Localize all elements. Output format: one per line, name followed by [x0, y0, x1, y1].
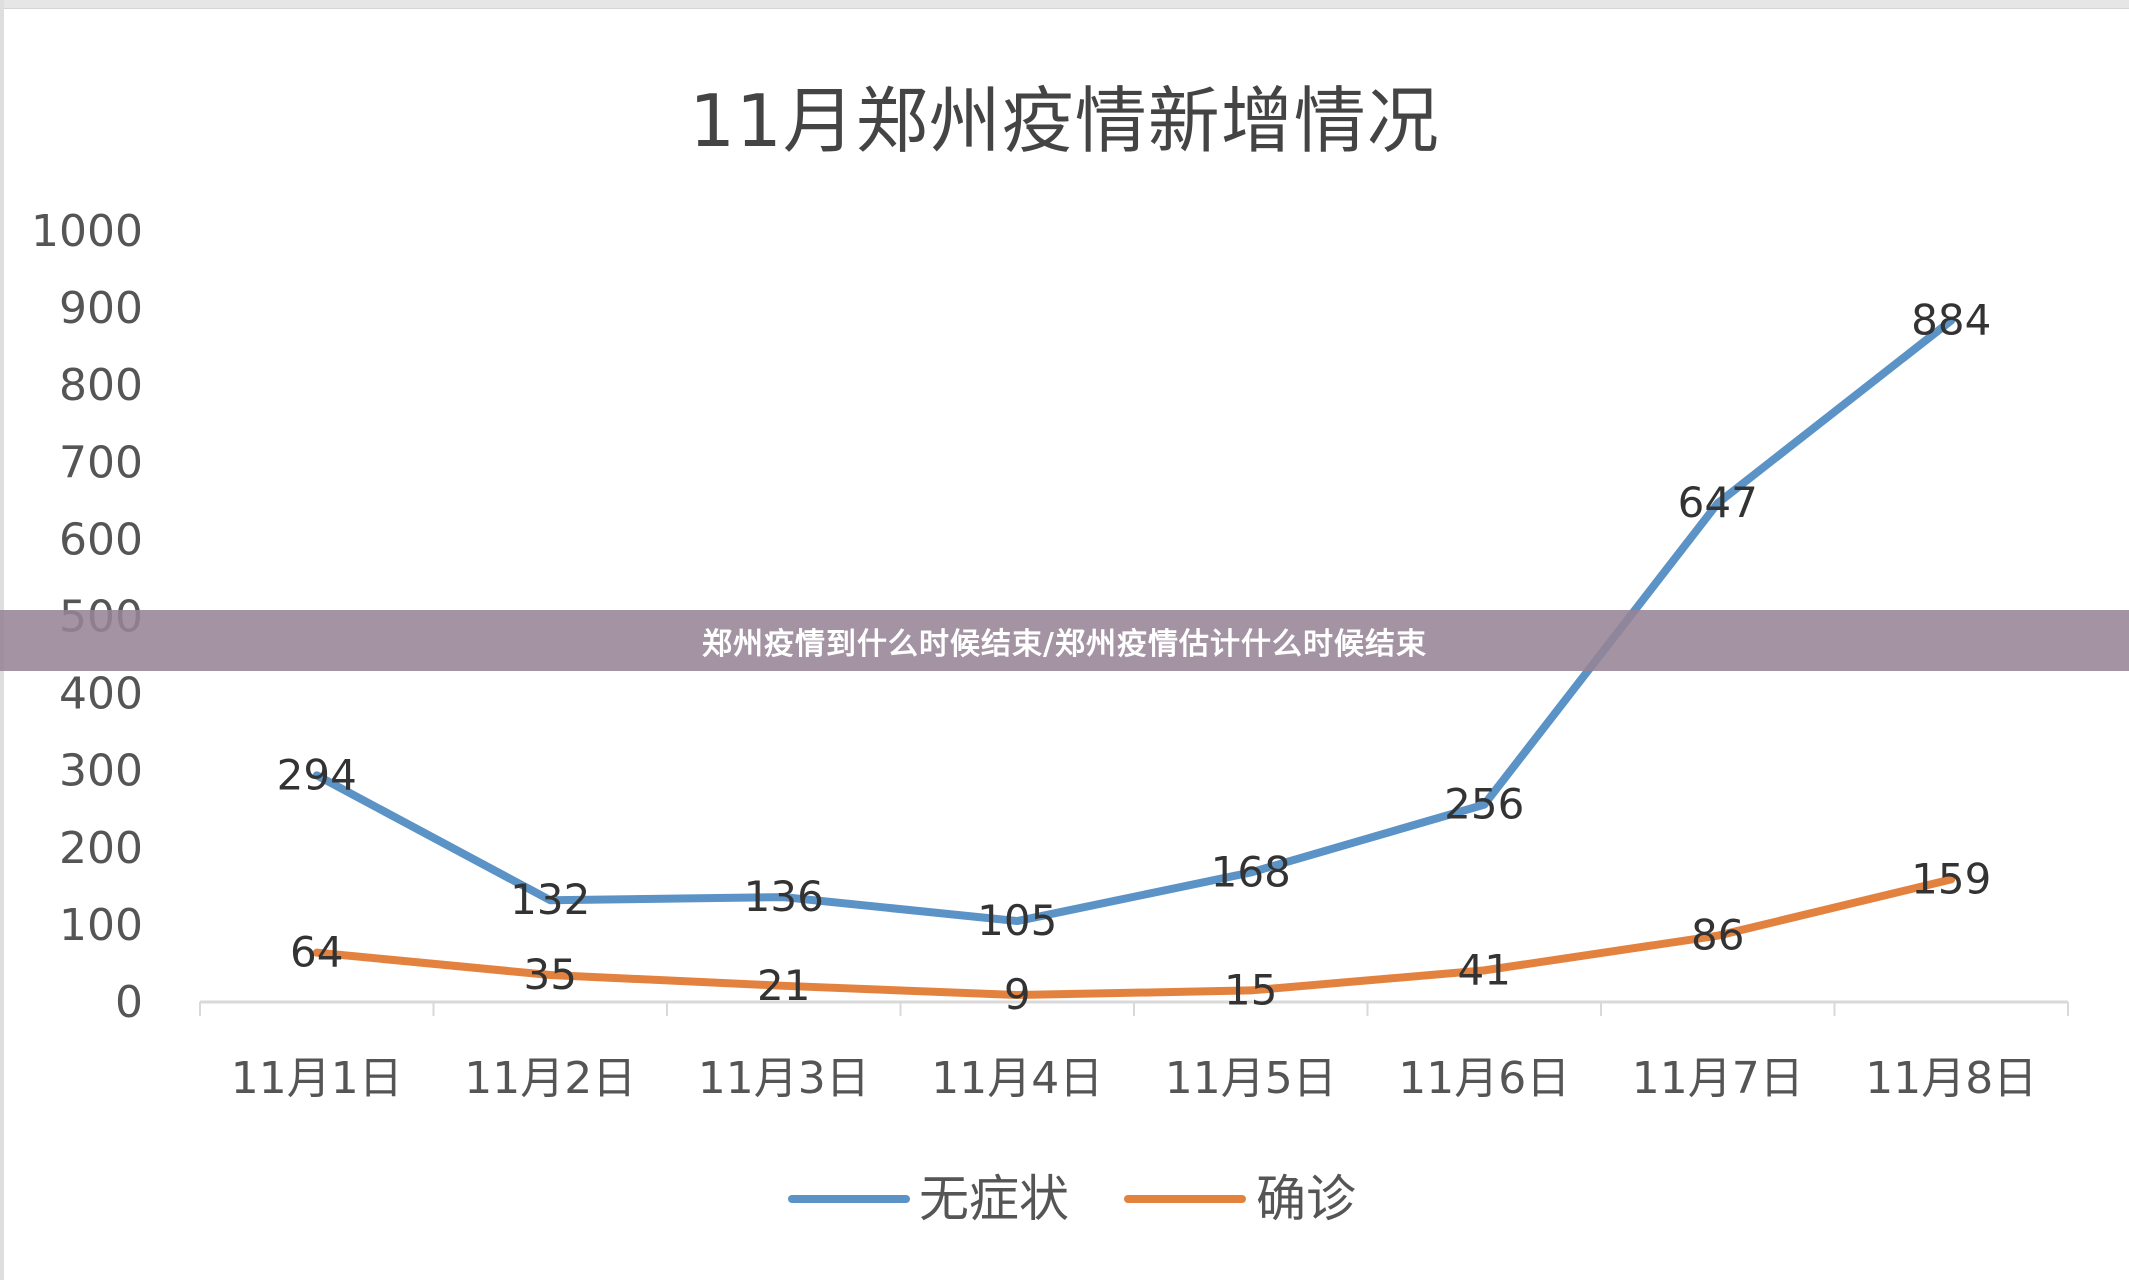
banner-text: 郑州疫情到什么时候结束/郑州疫情估计什么时候结束: [702, 626, 1427, 662]
y-tick-label: 900: [59, 283, 143, 334]
data-label: 35: [524, 950, 577, 999]
x-tick-label: 11月4日: [931, 1053, 1103, 1104]
data-label: 168: [1211, 847, 1291, 896]
x-tick-label: 11月1日: [231, 1053, 403, 1104]
data-label: 256: [1444, 780, 1524, 829]
data-label: 15: [1224, 965, 1277, 1014]
y-tick-label: 400: [59, 669, 143, 720]
x-axis: 11月1日 11月2日 11月3日 11月4日 11月5日 11月6日 11月7日 11月8日: [199, 1000, 2069, 1104]
y-axis-ticks: 01002003004005006007008009001000: [31, 206, 143, 1028]
chart-title: 11月郑州疫情新增情况: [689, 79, 1440, 163]
data-label: 105: [977, 896, 1057, 945]
data-label: 86: [1691, 911, 1744, 960]
data-label: 647: [1678, 478, 1758, 527]
x-tick-label: 11月6日: [1398, 1053, 1570, 1104]
data-label: 64: [290, 928, 343, 977]
y-tick-label: 600: [59, 514, 143, 565]
y-tick-label: 1000: [31, 206, 143, 257]
data-label: 159: [1911, 854, 1991, 903]
data-label: 41: [1458, 945, 1511, 994]
data-label: 21: [757, 961, 810, 1010]
data-label: 9: [1004, 970, 1031, 1019]
data-label: 884: [1911, 295, 1991, 344]
x-tick-label: 11月5日: [1165, 1053, 1337, 1104]
legend-label: 无症状: [919, 1170, 1069, 1228]
data-label: 132: [510, 875, 590, 924]
y-tick-label: 0: [115, 977, 143, 1028]
y-tick-label: 200: [59, 823, 143, 874]
y-tick-label: 700: [59, 437, 143, 488]
overlay-banner: 郑州疫情到什么时候结束/郑州疫情估计什么时候结束: [0, 610, 2129, 671]
y-tick-label: 800: [59, 360, 143, 411]
y-tick-label: 100: [59, 900, 143, 951]
legend: 无症状 确诊: [788, 1170, 1356, 1228]
top-strip: [0, 0, 2129, 9]
series-line-1: [312, 875, 1956, 1000]
x-tick-label: 11月8日: [1865, 1053, 2037, 1104]
x-tick-label: 11月3日: [698, 1053, 870, 1104]
data-labels: 294 132 136 105 168 256 647 884 64 35 21 9 15 41 86 159: [277, 295, 1992, 1019]
data-label: 294: [277, 750, 357, 799]
legend-label: 确诊: [1256, 1170, 1356, 1228]
x-tick-label: 11月7日: [1632, 1053, 1804, 1104]
y-tick-label: 300: [59, 746, 143, 797]
series-line-0: [312, 316, 1956, 926]
x-tick-label: 11月2日: [464, 1053, 636, 1104]
data-label: 136: [744, 872, 824, 921]
series-lines: [312, 316, 1956, 1000]
